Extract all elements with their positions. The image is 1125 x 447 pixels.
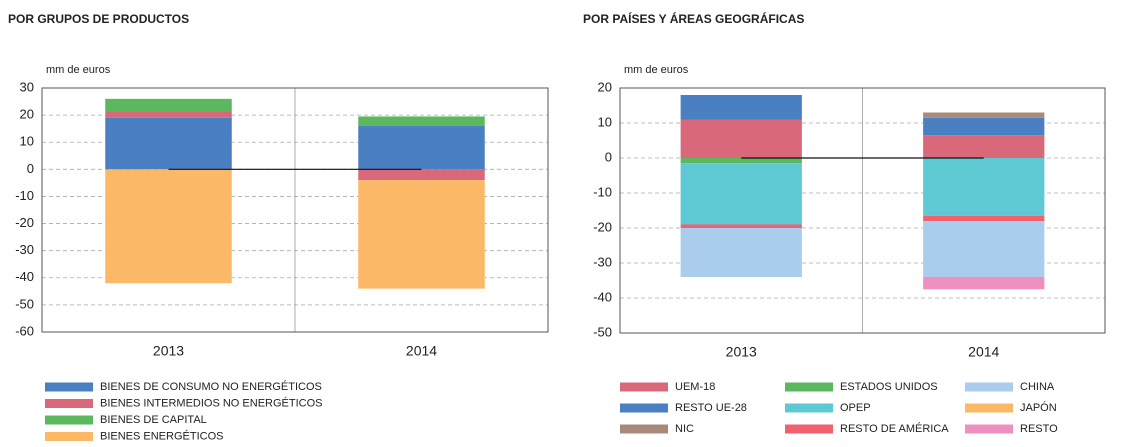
y-tick-label: -40: [15, 269, 34, 284]
y-tick-label: 10: [598, 114, 612, 129]
legend-label: OPEP: [840, 402, 871, 414]
legend-swatch: [45, 382, 93, 392]
legend-swatch: [785, 403, 833, 413]
legend-label: UEM-18: [675, 381, 715, 393]
bar-segment: [358, 180, 485, 289]
y-tick-label: 0: [605, 149, 612, 164]
bar-segment: [680, 228, 802, 277]
legend-swatch: [785, 424, 833, 434]
bar-segment: [680, 158, 802, 164]
y-tick-label: -10: [15, 188, 34, 203]
bar-segment: [923, 158, 1045, 216]
y-tick-label: -20: [593, 219, 612, 234]
bar-segment: [105, 169, 232, 284]
bar-segment: [358, 125, 485, 170]
legend-swatch: [965, 382, 1013, 392]
y-tick-label: -50: [593, 324, 612, 339]
bar-segment: [923, 215, 1045, 221]
plot-frame: [41, 87, 549, 333]
legend-label: BIENES INTERMEDIOS NO ENERGÉTICOS: [100, 396, 322, 409]
chart-title: POR GRUPOS DE PRODUCTOS: [8, 12, 189, 26]
bar-segment: [105, 98, 232, 112]
bar-segment: [923, 112, 1045, 118]
legend-label: BIENES ENERGÉTICOS: [100, 429, 223, 442]
legend-label: BIENES DE CAPITAL: [100, 414, 207, 426]
y-axis-label: mm de euros: [46, 64, 111, 76]
legend-swatch: [620, 424, 668, 434]
legend-label: BIENES DE CONSUMO NO ENERGÉTICOS: [100, 380, 322, 393]
y-tick-label: -20: [15, 215, 34, 230]
y-tick-label: -30: [593, 254, 612, 269]
legend-swatch: [965, 403, 1013, 413]
y-tick-label: -10: [593, 184, 612, 199]
y-tick-label: -40: [593, 289, 612, 304]
plot-frame: [619, 87, 1106, 334]
bar-segment: [923, 277, 1045, 290]
bar-segment: [923, 135, 1045, 158]
legend-swatch: [965, 424, 1013, 434]
legend-swatch: [785, 382, 833, 392]
x-tick-label: 2014: [406, 343, 437, 359]
bar-segment: [680, 119, 802, 158]
legend-label: RESTO: [1020, 423, 1058, 435]
y-tick-label: 20: [598, 79, 612, 94]
bar-segment: [680, 95, 802, 120]
x-tick-label: 2013: [726, 344, 757, 360]
legend-swatch: [620, 382, 668, 392]
y-axis-label: mm de euros: [624, 64, 689, 76]
y-tick-label: -50: [15, 296, 34, 311]
bar-segment: [358, 116, 485, 126]
legend-label: RESTO DE AMÉRICA: [840, 422, 949, 435]
legend-swatch: [45, 432, 93, 441]
bar-segment: [923, 117, 1045, 136]
bar-segment: [680, 163, 802, 225]
x-tick-label: 2014: [968, 344, 999, 360]
legend-label: JAPÓN: [1020, 401, 1057, 414]
legend-swatch: [620, 403, 668, 413]
y-tick-label: 30: [20, 79, 34, 94]
x-tick-label: 2013: [153, 343, 184, 359]
chart-title: POR PAÍSES Y ÁREAS GEOGRÁFICAS: [583, 11, 804, 26]
legend-label: RESTO UE-28: [675, 402, 747, 414]
bar-segment: [923, 221, 1045, 277]
legend-label: NIC: [675, 423, 694, 435]
legend-label: CHINA: [1020, 381, 1055, 393]
y-tick-label: 0: [27, 161, 34, 176]
legend-swatch: [45, 415, 93, 425]
legend-label: ESTADOS UNIDOS: [840, 381, 938, 393]
y-tick-label: -30: [15, 242, 34, 257]
y-tick-label: 10: [20, 134, 34, 149]
legend-swatch: [45, 399, 93, 408]
bar-segment: [358, 169, 485, 181]
bar-segment: [680, 224, 802, 228]
bar-segment: [105, 117, 232, 170]
bar-segment: [105, 111, 232, 118]
y-tick-label: -60: [15, 323, 34, 338]
y-tick-label: 20: [20, 107, 34, 122]
